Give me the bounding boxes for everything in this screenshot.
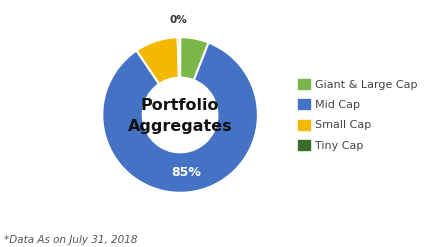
Text: Aggregates: Aggregates — [128, 119, 233, 134]
Wedge shape — [102, 42, 258, 193]
Wedge shape — [178, 37, 180, 78]
Text: 85%: 85% — [172, 166, 201, 179]
Wedge shape — [136, 37, 179, 84]
Text: 6%: 6% — [188, 17, 207, 27]
Legend: Giant & Large Cap, Mid Cap, Small Cap, Tiny Cap: Giant & Large Cap, Mid Cap, Small Cap, T… — [299, 79, 418, 151]
Text: *Data As on July 31, 2018: *Data As on July 31, 2018 — [4, 235, 138, 245]
Text: 9%: 9% — [142, 20, 160, 30]
Text: Portfolio: Portfolio — [141, 98, 219, 113]
Text: 0%: 0% — [170, 15, 187, 25]
Wedge shape — [180, 37, 208, 80]
